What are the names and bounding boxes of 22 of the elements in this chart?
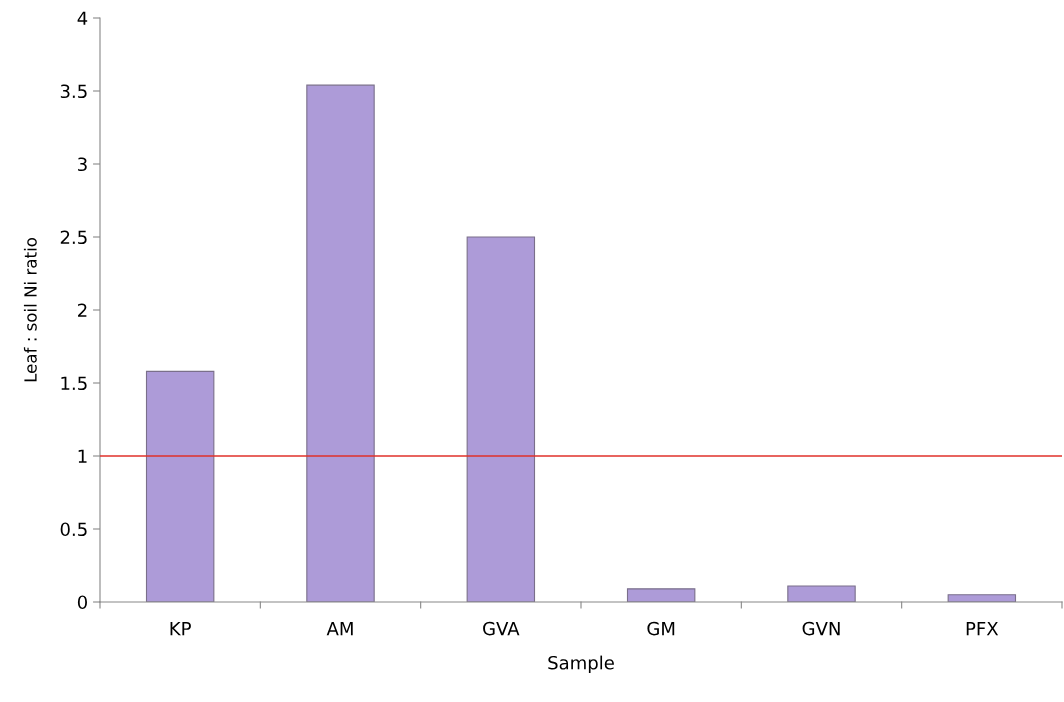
x-tick-label: KP <box>170 622 191 636</box>
y-tick-label: 2.5 <box>60 230 87 245</box>
bar <box>787 585 856 602</box>
x-tick-label: PFX <box>966 622 999 636</box>
x-axis-title: Sample <box>548 655 614 674</box>
y-tick-label: 0 <box>77 595 87 610</box>
bar <box>306 84 375 602</box>
bar <box>466 236 536 602</box>
y-tick-label: 3.5 <box>60 84 87 99</box>
x-tick-label: GM <box>647 621 675 636</box>
y-tick-label: 4 <box>77 11 88 25</box>
y-tick-label: 1 <box>78 449 87 463</box>
bar <box>626 588 696 602</box>
y-tick-label: 0.5 <box>60 522 87 537</box>
y-axis-title: Leaf : soil Ni ratio <box>23 238 37 382</box>
bar <box>145 370 215 602</box>
y-tick-label: 2 <box>78 303 87 317</box>
x-tick-label: GVN <box>802 621 840 636</box>
y-tick-label: 1.5 <box>61 376 87 391</box>
y-tick-label: 3 <box>78 157 87 172</box>
x-tick-label: GVA <box>483 621 520 636</box>
x-tick-label: AM <box>326 622 353 636</box>
